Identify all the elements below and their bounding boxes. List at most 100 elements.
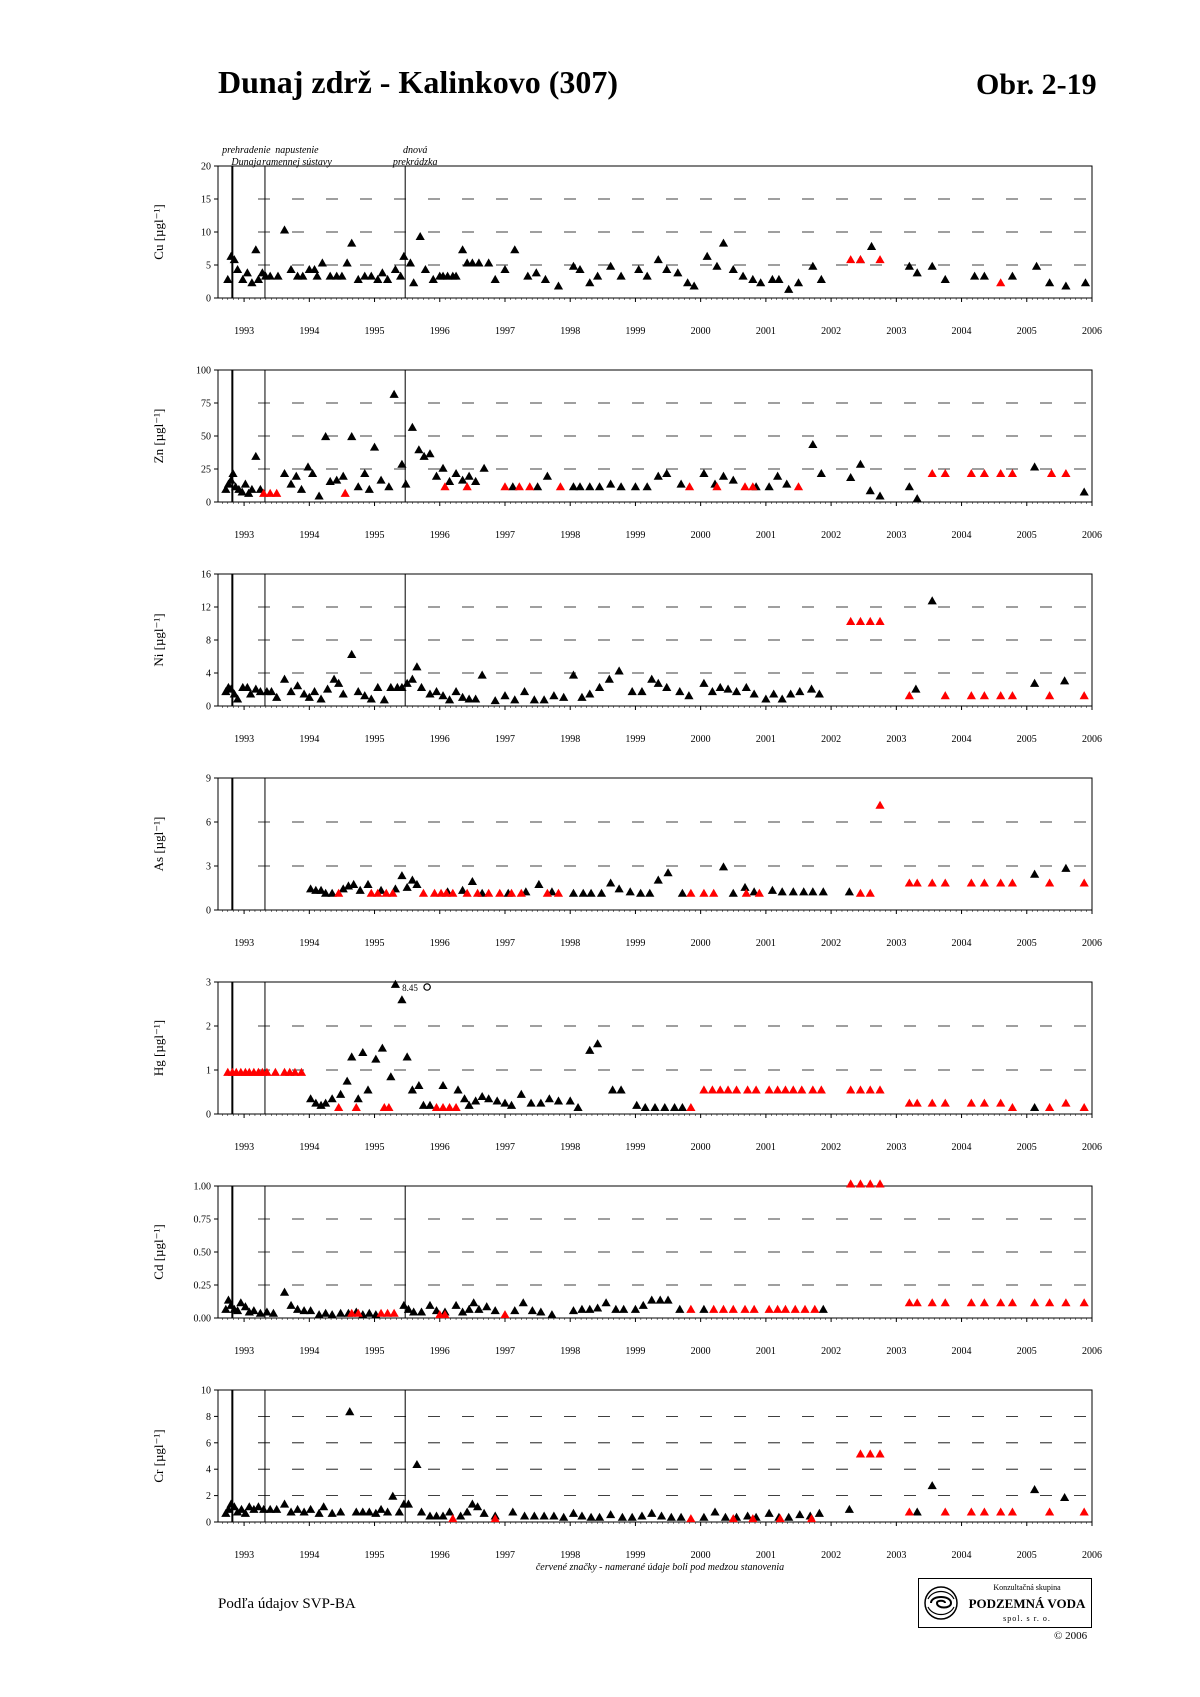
x-tick-label: 1994 (299, 734, 319, 745)
x-tick-label: 1997 (495, 734, 515, 745)
x-tick-label: 1997 (495, 938, 515, 949)
data-point-below-limit (265, 488, 275, 497)
data-point (799, 887, 809, 896)
data-point (647, 674, 657, 683)
y-axis-label: Ni [µgl⁻¹] (151, 613, 166, 666)
data-point (568, 1306, 579, 1315)
data-point (364, 1507, 374, 1516)
data-point (321, 432, 331, 441)
data-point (653, 255, 663, 264)
x-tick-label: 1995 (365, 326, 385, 337)
data-point (240, 1302, 250, 1311)
x-tick-label: 1995 (365, 530, 385, 541)
data-point (904, 261, 914, 270)
data-point (808, 887, 818, 896)
data-point (273, 271, 283, 280)
data-point (272, 692, 282, 701)
x-tick-label: 1994 (299, 938, 319, 949)
data-point (414, 445, 424, 454)
data-point (532, 482, 543, 491)
data-point-below-limit (431, 1103, 442, 1112)
event-label: napustenie (275, 145, 319, 156)
data-point-below-limit (1061, 469, 1071, 478)
data-point (345, 1407, 355, 1416)
data-point (979, 271, 989, 280)
data-point (327, 888, 337, 897)
data-point (594, 1512, 605, 1521)
data-point (586, 1512, 596, 1521)
data-point (303, 462, 313, 471)
x-tick-label: 1998 (560, 938, 580, 949)
data-point (376, 475, 386, 484)
data-point (232, 265, 243, 274)
data-point (309, 687, 320, 696)
x-tick-label: 2002 (821, 938, 841, 949)
data-point (334, 678, 344, 687)
plot-frame (217, 1389, 1093, 1523)
data-point-below-limit (718, 1304, 729, 1313)
data-point (338, 884, 348, 893)
data-point (314, 491, 324, 500)
data-point (738, 271, 748, 280)
x-tick-label: 1996 (430, 1142, 450, 1153)
data-point-below-limit (940, 1098, 950, 1107)
data-point (456, 1511, 466, 1520)
data-point (467, 1499, 477, 1508)
x-tick-label: 2005 (1017, 326, 1037, 337)
x-tick-label: 2003 (886, 326, 906, 337)
data-point (306, 1306, 316, 1315)
data-point (321, 888, 331, 897)
data-point (814, 689, 824, 698)
data-point-below-limit (525, 482, 535, 491)
data-point (251, 245, 261, 254)
data-point (364, 484, 374, 493)
data-point-below-limit (793, 482, 804, 491)
data-point (299, 1306, 309, 1315)
data-point-below-limit (296, 1067, 307, 1076)
annotation-label: 8.45 (402, 983, 418, 993)
data-point (407, 422, 417, 431)
data-point-below-limit (865, 1179, 875, 1188)
data-point (1079, 487, 1089, 496)
data-point (645, 888, 655, 897)
data-point-below-limit (462, 888, 472, 897)
data-point (632, 1100, 642, 1109)
data-point (251, 684, 261, 693)
data-point-below-limit (979, 1098, 989, 1107)
data-point (676, 479, 686, 488)
data-point (585, 1045, 595, 1054)
data-point (226, 475, 236, 484)
data-point (444, 476, 455, 485)
data-point (786, 689, 796, 698)
x-tick-label: 2004 (952, 530, 972, 541)
data-point (927, 1481, 937, 1490)
x-tick-label: 2002 (821, 530, 841, 541)
data-point-below-limit (875, 616, 885, 625)
data-point-below-limit (927, 469, 937, 478)
data-point (676, 1512, 686, 1521)
data-point (642, 482, 652, 491)
data-point (407, 674, 417, 683)
data-point (559, 692, 569, 701)
data-point (619, 1304, 629, 1313)
data-point (286, 265, 296, 274)
data-point (336, 1507, 346, 1516)
data-point (366, 694, 376, 703)
data-point (255, 687, 265, 696)
data-point (594, 682, 605, 691)
data-point-below-limit (484, 888, 494, 897)
data-point (773, 471, 783, 480)
data-point-below-limit (715, 1085, 725, 1094)
data-point (715, 682, 725, 691)
data-point-below-limit (773, 1085, 783, 1094)
data-point (438, 463, 448, 472)
data-point (388, 1491, 398, 1500)
data-point (585, 278, 595, 287)
data-point (316, 694, 326, 703)
data-point (457, 885, 468, 894)
data-point (292, 1504, 303, 1513)
data-point-below-limit (927, 1098, 937, 1107)
data-point-below-limit (979, 878, 989, 887)
data-point (761, 694, 771, 703)
x-tick-label: 2005 (1017, 530, 1037, 541)
